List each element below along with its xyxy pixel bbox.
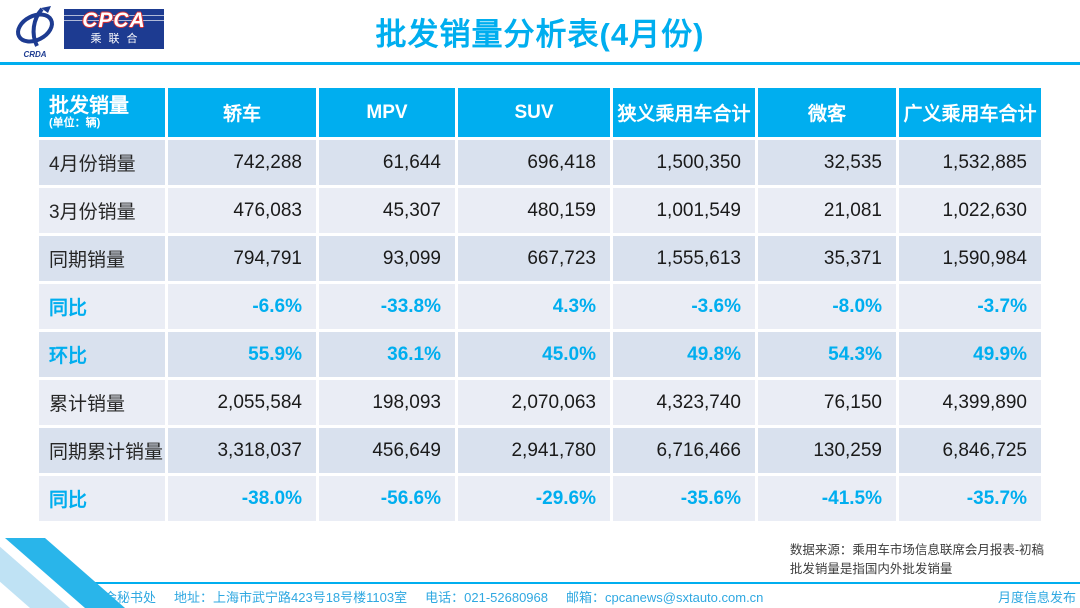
wholesale-sales-table: 批发销量 (单位：辆) 轿车 MPV SUV 狭义乘用车合计 微客 广义乘用车合计 4月份… (36, 85, 1044, 524)
value-cell: -41.5% (758, 476, 896, 521)
column-header: SUV (458, 88, 610, 137)
value-cell: 794,791 (168, 236, 316, 281)
value-cell: -35.7% (899, 476, 1041, 521)
value-cell: -35.6% (613, 476, 755, 521)
value-cell: 45,307 (319, 188, 455, 233)
column-header: 广义乘用车合计 (899, 88, 1041, 137)
table-row: 同期累计销量 3,318,037 456,649 2,941,780 6,716,466… (39, 428, 1041, 473)
value-cell: 1,022,630 (899, 188, 1041, 233)
emblem-caption: CRDA (23, 50, 47, 59)
value-cell: 49.9% (899, 332, 1041, 377)
value-cell: 2,055,584 (168, 380, 316, 425)
footer-contact-info: 乘联会秘书处 地址：上海市武宁路423号18号楼1103室 电话：021-52680… (78, 587, 781, 606)
value-cell: 2,941,780 (458, 428, 610, 473)
value-cell: 1,532,885 (899, 140, 1041, 185)
row-label: 同期累计销量 (39, 428, 165, 473)
value-cell: 6,716,466 (613, 428, 755, 473)
value-cell: -3.6% (613, 284, 755, 329)
row-label: 环比 (39, 332, 165, 377)
table-row: 4月份销量 742,288 61,644 696,418 1,500,350 32,535… (39, 140, 1041, 185)
corner-decoration (0, 538, 125, 608)
table-row: 累计销量 2,055,584 198,093 2,070,063 4,323,740 76… (39, 380, 1041, 425)
footer-divider (78, 582, 1080, 584)
cpca-emblem-icon: CRDA (10, 6, 60, 59)
footer: 乘联会秘书处 地址：上海市武宁路423号18号楼1103室 电话：021-52680… (78, 586, 1080, 606)
value-cell: -6.6% (168, 284, 316, 329)
column-header: 狭义乘用车合计 (613, 88, 755, 137)
value-cell: 32,535 (758, 140, 896, 185)
value-cell: 1,555,613 (613, 236, 755, 281)
value-cell: 61,644 (319, 140, 455, 185)
value-cell: 45.0% (458, 332, 610, 377)
table-unit-label: (单位：辆) (49, 117, 101, 129)
value-cell: 4.3% (458, 284, 610, 329)
footnote-line: 批发销量是指国内外批发销量 (789, 561, 953, 576)
value-cell: 476,083 (168, 188, 316, 233)
row-label: 同期销量 (39, 236, 165, 281)
value-cell: 1,590,984 (899, 236, 1041, 281)
logo-streak (64, 15, 164, 16)
value-cell: 36.1% (319, 332, 455, 377)
logo-cpca-text: CPCA (82, 9, 146, 32)
table-row: 同比 -6.6% -33.8% 4.3% -3.6% -8.0% -3.7% (39, 284, 1041, 329)
footer-segment: 邮箱：cpcanews@sxtauto.com.cn (565, 589, 764, 605)
value-cell: 21,081 (758, 188, 896, 233)
value-cell: 93,099 (319, 236, 455, 281)
cpca-logo: CRDA CPCA 乘联合 (10, 6, 164, 59)
footnote-line: 数据来源：乘用车市场信息联席会月报表-初稿 (789, 543, 1044, 557)
page-title: 批发销量分析表(4月份) (375, 16, 705, 52)
value-cell: -38.0% (168, 476, 316, 521)
data-source-note: 数据来源：乘用车市场信息联席会月报表-初稿 批发销量是指国内外批发销量 (790, 541, 1044, 579)
table-corner-header: 批发销量 (单位：辆) (39, 88, 165, 137)
column-header: MPV (319, 88, 455, 137)
value-cell: 49.8% (613, 332, 755, 377)
row-label: 同比 (39, 284, 165, 329)
column-header: 微客 (758, 88, 896, 137)
row-label: 累计销量 (39, 380, 165, 425)
value-cell: 1,500,350 (613, 140, 755, 185)
value-cell: 1,001,549 (613, 188, 755, 233)
value-cell: 3,318,037 (168, 428, 316, 473)
footer-segment: 地址：上海市武宁路423号18号楼1103室 (174, 589, 408, 605)
title-divider (0, 62, 1080, 65)
table-header-row: 批发销量 (单位：辆) 轿车 MPV SUV 狭义乘用车合计 微客 广义乘用车合计 (39, 88, 1041, 137)
value-cell: -56.6% (319, 476, 455, 521)
value-cell: 667,723 (458, 236, 610, 281)
row-label: 4月份销量 (39, 140, 165, 185)
value-cell: 4,323,740 (613, 380, 755, 425)
value-cell: 2,070,063 (458, 380, 610, 425)
table-row: 环比 55.9% 36.1% 45.0% 49.8% 54.3% 49.9% (39, 332, 1041, 377)
value-cell: -3.7% (899, 284, 1041, 329)
table-row: 同比 -38.0% -56.6% -29.6% -35.6% -41.5% -35.7% (39, 476, 1041, 521)
value-cell: -33.8% (319, 284, 455, 329)
value-cell: 130,259 (758, 428, 896, 473)
value-cell: 480,159 (458, 188, 610, 233)
value-cell: 4,399,890 (899, 380, 1041, 425)
value-cell: 6,846,725 (899, 428, 1041, 473)
value-cell: -8.0% (758, 284, 896, 329)
header: CRDA CPCA 乘联合 批发销量分析表(4月份) (0, 0, 1080, 62)
value-cell: 742,288 (168, 140, 316, 185)
table-row: 同期销量 794,791 93,099 667,723 1,555,613 35,371 1… (39, 236, 1041, 281)
table-title-label: 批发销量 (49, 95, 129, 117)
column-header: 轿车 (168, 88, 316, 137)
value-cell: -29.6% (458, 476, 610, 521)
table-row: 3月份销量 476,083 45,307 480,159 1,001,549 21,081… (39, 188, 1041, 233)
logo-chinese-text: 乘联合 (90, 33, 145, 45)
row-label: 3月份销量 (39, 188, 165, 233)
footer-publish-label: 月度信息发布 (997, 589, 1076, 605)
footer-segment: 电话：021-52680968 (425, 589, 548, 605)
row-label: 同比 (39, 476, 165, 521)
value-cell: 54.3% (758, 332, 896, 377)
value-cell: 696,418 (458, 140, 610, 185)
cpca-logo-box: CPCA 乘联合 (64, 9, 164, 49)
value-cell: 35,371 (758, 236, 896, 281)
value-cell: 198,093 (319, 380, 455, 425)
value-cell: 76,150 (758, 380, 896, 425)
value-cell: 55.9% (168, 332, 316, 377)
value-cell: 456,649 (319, 428, 455, 473)
logo-streak (64, 20, 164, 21)
